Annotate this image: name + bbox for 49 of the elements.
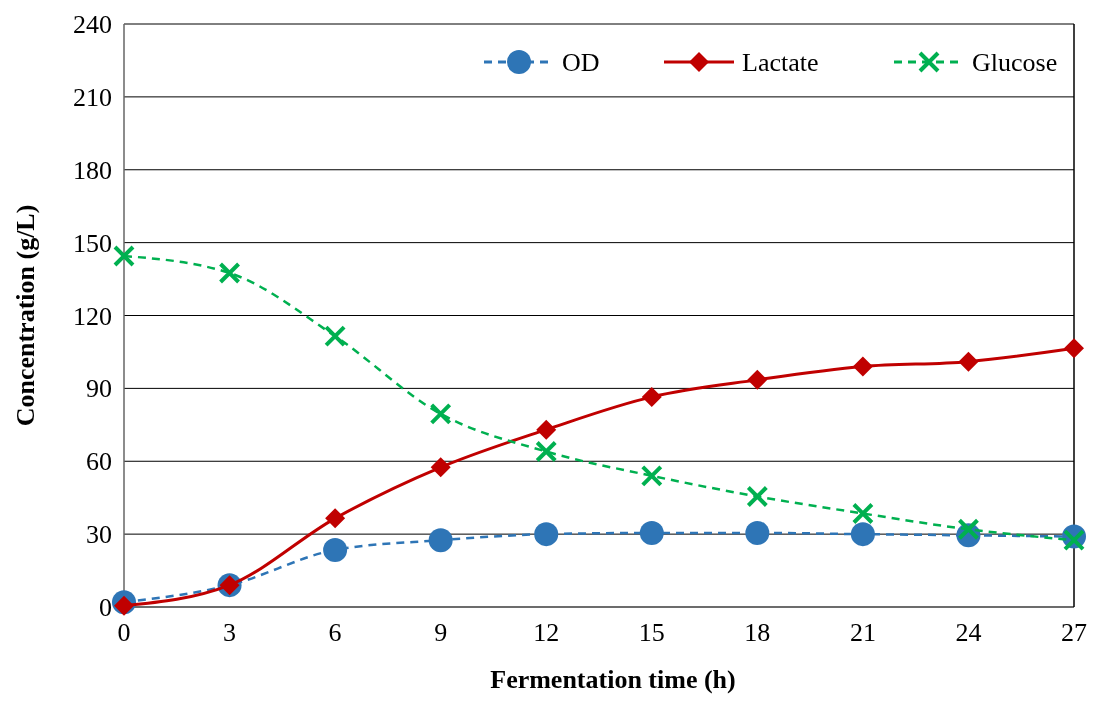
y-tick-label: 90 bbox=[86, 374, 112, 404]
legend-label: OD bbox=[562, 48, 600, 78]
y-tick-label: 150 bbox=[73, 228, 112, 258]
y-tick-label: 60 bbox=[86, 447, 112, 477]
point bbox=[114, 595, 134, 616]
x-tick-label: 3 bbox=[223, 618, 237, 647]
point bbox=[535, 440, 558, 463]
y-tick-label: 120 bbox=[73, 301, 112, 331]
point bbox=[429, 402, 452, 425]
point bbox=[534, 522, 559, 547]
y-tick-label: 210 bbox=[73, 82, 112, 112]
point bbox=[747, 369, 768, 390]
point bbox=[957, 518, 980, 541]
point bbox=[428, 528, 453, 553]
point bbox=[958, 351, 979, 372]
x-tick-label: 18 bbox=[744, 618, 771, 647]
point bbox=[746, 485, 769, 508]
y-tick-label: 240 bbox=[73, 10, 112, 40]
point bbox=[1063, 529, 1085, 552]
point bbox=[113, 244, 135, 267]
x-tick-label: 9 bbox=[434, 618, 448, 647]
point bbox=[641, 386, 662, 407]
point bbox=[850, 522, 875, 547]
x-tick-label: 21 bbox=[849, 618, 876, 647]
x-tick-label: 6 bbox=[328, 618, 342, 647]
point bbox=[852, 356, 873, 377]
point bbox=[536, 419, 557, 440]
point bbox=[323, 537, 348, 562]
point bbox=[639, 520, 664, 545]
x-tick-label: 12 bbox=[533, 618, 560, 647]
point bbox=[325, 508, 346, 529]
legend-label: Glucose bbox=[972, 48, 1058, 78]
y-tick-label: 30 bbox=[86, 520, 112, 550]
point bbox=[324, 325, 347, 348]
x-tick-label: 24 bbox=[955, 618, 982, 647]
y-tick-label: 180 bbox=[73, 155, 112, 185]
y-tick-label: 0 bbox=[99, 593, 112, 623]
y-axis-title: Concentration (g/L) bbox=[11, 204, 40, 427]
x-tick-label: 15 bbox=[638, 618, 665, 647]
point bbox=[1064, 338, 1084, 359]
point bbox=[640, 464, 663, 487]
point bbox=[430, 457, 451, 478]
point bbox=[851, 502, 874, 525]
x-tick-label: 0 bbox=[117, 618, 131, 647]
point bbox=[745, 520, 770, 545]
x-axis-title: Fermentation time (h) bbox=[490, 665, 736, 694]
point bbox=[218, 261, 241, 284]
legend-label: Lactate bbox=[742, 48, 819, 78]
x-tick-label: 27 bbox=[1061, 618, 1087, 647]
